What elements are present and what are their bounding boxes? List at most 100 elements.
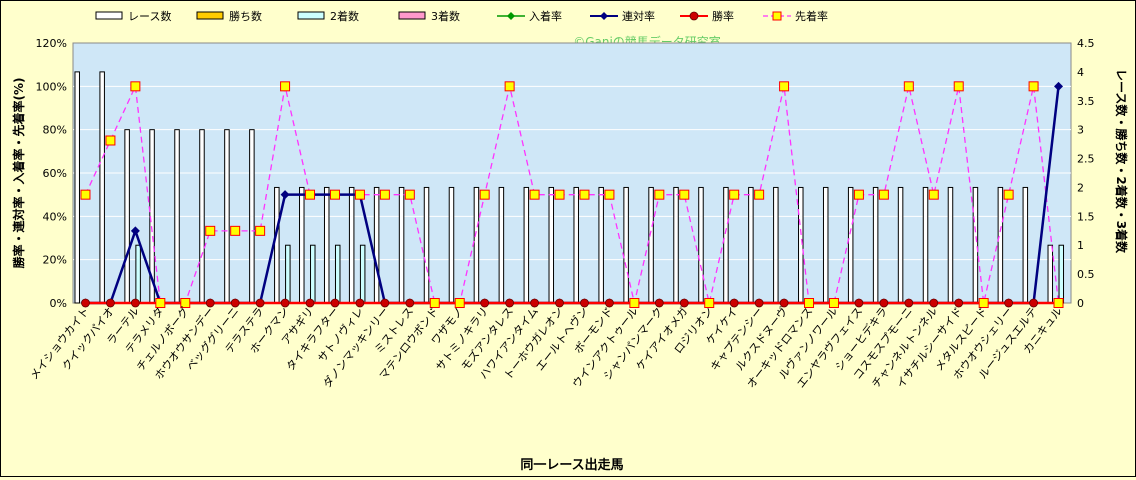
marker-win-rate: [405, 298, 415, 308]
bar-races: [573, 186, 579, 304]
bar-second: [334, 244, 341, 304]
bar-races: [174, 129, 180, 304]
marker-senchaku-rate: [504, 81, 515, 92]
bar-races: [623, 186, 629, 304]
bar-races: [423, 186, 430, 304]
marker-rentai-rate: [130, 226, 140, 236]
marker-senchaku-rate: [155, 298, 166, 308]
legend-label: 勝率: [712, 9, 734, 23]
y-tick-label-left: 20%: [43, 254, 67, 267]
bar-races: [199, 129, 205, 304]
marker-senchaku-rate: [479, 189, 490, 200]
marker-win-rate: [605, 298, 614, 308]
marker-senchaku-rate: [379, 189, 390, 200]
marker-win-rate: [1029, 298, 1038, 308]
bars: [74, 71, 1065, 304]
marker-senchaku-rate: [629, 298, 640, 308]
legend-item-wins: 勝ち数: [196, 9, 262, 23]
line-senchaku-rate: [84, 83, 1060, 304]
y-tick-label-right: 3.5: [1077, 95, 1095, 108]
marker-win-rate: [1004, 298, 1014, 308]
legend: レース数 勝ち数 2着数 3着数 入着率 連対率 勝率 先着率: [95, 9, 828, 23]
bar-races: [698, 186, 704, 304]
marker-senchaku-rate: [1053, 298, 1064, 308]
marker-win-rate: [729, 298, 739, 308]
marker-senchaku-rate: [928, 189, 939, 200]
bar-races: [922, 186, 929, 304]
marker-rentai-rate: [1054, 81, 1064, 91]
marker-win-rate: [330, 298, 340, 308]
marker-senchaku-rate: [354, 189, 365, 200]
marker-win-rate: [555, 298, 564, 308]
marker-senchaku-rate: [679, 189, 690, 200]
bar-races: [648, 186, 654, 304]
bar-races: [872, 186, 879, 304]
marker-win-rate: [130, 298, 140, 308]
grid: [73, 85, 1071, 261]
bar-races: [748, 186, 754, 304]
y-tick-label-right: 2.5: [1077, 153, 1095, 166]
marker-senchaku-rate: [729, 189, 740, 200]
y-axis-title-right: レース数・勝ち数・2着数・3着数: [1114, 69, 1129, 254]
marker-win-rate: [654, 298, 664, 308]
marker-senchaku-rate: [654, 189, 665, 200]
bar-races: [847, 186, 854, 304]
legend-item-rentai_rate: 連対率: [590, 9, 655, 23]
bar-races: [822, 186, 829, 304]
legend-swatch-races: [95, 11, 123, 20]
marker-senchaku-rate: [1003, 189, 1014, 200]
bar-races: [723, 186, 729, 304]
marker-senchaku-rate: [1028, 81, 1039, 92]
bar-races: [997, 186, 1004, 304]
marker-win-rate: [106, 298, 115, 308]
bar-second: [1058, 244, 1065, 304]
bar-races: [249, 129, 255, 304]
marker-win-rate: [480, 298, 490, 308]
marker-win-rate: [879, 298, 889, 308]
legend-label: 連対率: [622, 9, 655, 23]
marker-senchaku-rate: [105, 135, 116, 146]
marker-win-rate: [779, 298, 789, 308]
legend-item-place_rate: 入着率: [497, 9, 562, 23]
legend-swatch-wins: [196, 11, 224, 20]
bar-races: [448, 186, 455, 304]
marker-senchaku-rate: [804, 298, 815, 308]
marker-senchaku-rate: [255, 225, 266, 236]
y-tick-label-right: 4.5: [1077, 37, 1095, 50]
marker-win-rate: [505, 298, 515, 308]
marker-senchaku-rate: [903, 81, 914, 92]
bar-races: [523, 186, 530, 304]
legend-swatch-marker: [507, 12, 515, 20]
marker-win-rate: [355, 298, 365, 308]
bar-races: [673, 186, 679, 304]
bar-races: [972, 186, 979, 304]
bar-races: [1047, 244, 1054, 304]
marker-win-rate: [81, 298, 90, 308]
legend-swatch-marker: [772, 11, 782, 21]
legend-item-senchaku_rate: 先着率: [763, 9, 828, 23]
marker-senchaku-rate: [454, 298, 465, 308]
marker-senchaku-rate: [754, 189, 765, 200]
marker-win-rate: [929, 298, 939, 308]
marker-win-rate: [280, 298, 290, 308]
bar-races: [99, 71, 105, 304]
marker-senchaku-rate: [180, 298, 191, 308]
bar-races: [74, 71, 80, 304]
marker-senchaku-rate: [878, 189, 889, 200]
bar-races: [773, 186, 779, 304]
legend-swatch-marker: [689, 11, 699, 21]
bar-races: [299, 186, 305, 304]
bar-second: [359, 244, 366, 304]
y-tick-label-right: 0: [1077, 297, 1084, 310]
marker-senchaku-rate: [404, 189, 415, 200]
marker-win-rate: [255, 298, 265, 308]
marker-win-rate: [305, 298, 315, 308]
bar-races: [224, 129, 230, 304]
legend-label: 3着数: [431, 9, 460, 23]
bar-races: [373, 186, 380, 304]
bar-second: [310, 244, 316, 304]
bar-races: [398, 186, 405, 304]
lines: [80, 81, 1064, 308]
y-tick-label-left: 120%: [36, 37, 67, 50]
legend-label: 先着率: [795, 9, 828, 23]
